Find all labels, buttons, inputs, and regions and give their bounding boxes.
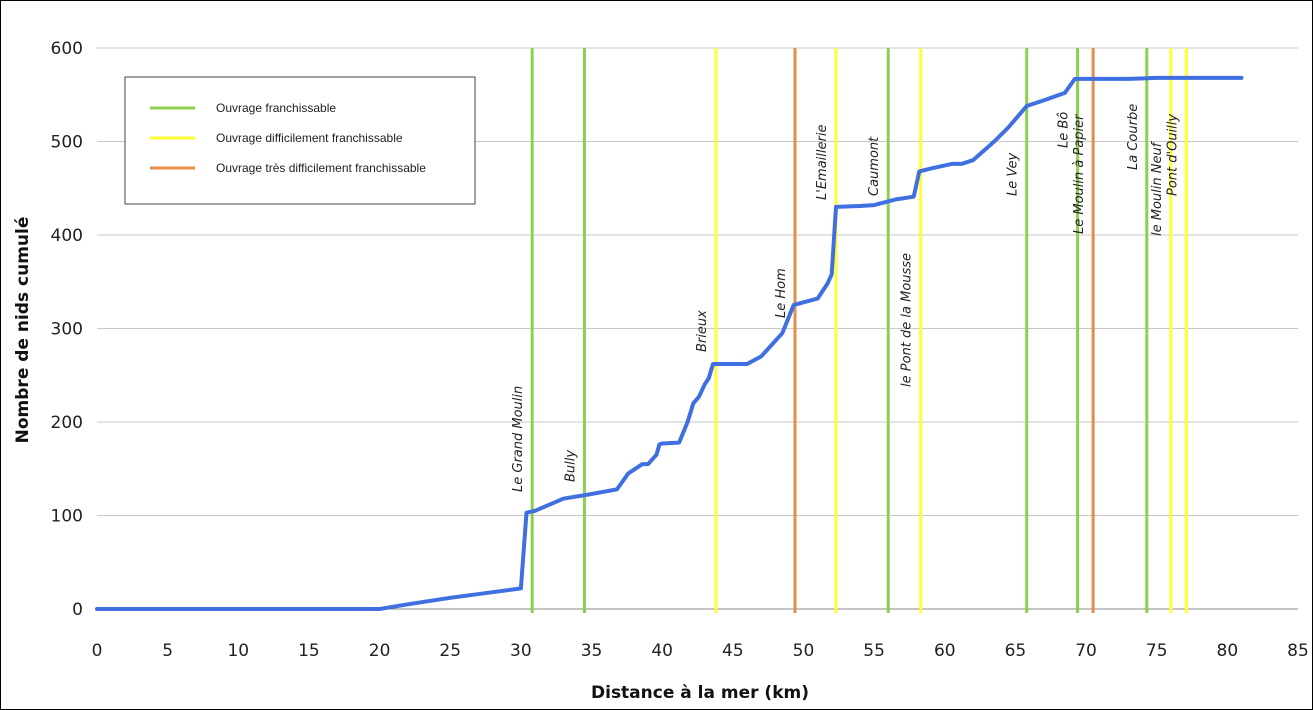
x-tick-label: 80 xyxy=(1217,641,1239,661)
x-tick-label: 15 xyxy=(298,641,320,661)
x-tick-label: 55 xyxy=(863,641,885,661)
x-tick-label: 75 xyxy=(1146,641,1168,661)
y-tick-label: 600 xyxy=(51,39,83,59)
ouvrage-label: Le Vey xyxy=(1006,152,1021,196)
ouvrage-labels: Le Grand Moulin Bully Brieux Le Hom L'Emaill… xyxy=(511,104,1180,492)
x-tick-label: 20 xyxy=(369,641,391,661)
x-tick-label: 60 xyxy=(934,641,956,661)
ouvrage-label: L'Emaillerie xyxy=(815,125,830,200)
y-tick-label: 0 xyxy=(72,600,83,620)
ouvrage-lines xyxy=(530,48,1188,613)
x-axis-title: Distance à la mer (km) xyxy=(591,683,809,703)
x-tick-label: 70 xyxy=(1075,641,1097,661)
ouvrage-label: Caumont xyxy=(867,136,882,196)
y-axis-title: Nombre de nids cumulé xyxy=(13,217,33,444)
ouvrage-label: Le Hom xyxy=(774,268,789,318)
legend-label: Ouvrage difficilement franchissable xyxy=(216,131,403,145)
y-tick-labels: 0 100 200 300 400 500 600 xyxy=(51,39,83,620)
ouvrage-label: le Moulin Neuf xyxy=(1150,140,1165,236)
x-tick-labels: 0 5 10 15 20 25 30 35 40 45 50 55 60 65 70 75 80 85 xyxy=(92,641,1309,661)
x-tick-label: 25 xyxy=(439,641,461,661)
y-tick-label: 400 xyxy=(51,226,83,246)
y-tick-label: 100 xyxy=(51,507,83,527)
y-tick-label: 200 xyxy=(51,413,83,433)
series-group xyxy=(95,75,1244,611)
ouvrage-label: Bully xyxy=(564,450,579,482)
ouvrage-label: Le Bô xyxy=(1057,112,1072,148)
y-tick-label: 500 xyxy=(51,133,83,153)
x-tick-label: 65 xyxy=(1005,641,1027,661)
series-line xyxy=(95,75,1244,611)
x-tick-label: 45 xyxy=(722,641,744,661)
x-tick-label: 50 xyxy=(793,641,815,661)
x-tick-label: 85 xyxy=(1287,641,1309,661)
ouvrage-label: Le Grand Moulin xyxy=(511,386,526,492)
x-tick-label: 35 xyxy=(581,641,603,661)
legend: Ouvrage franchissable Ouvrage difficileme… xyxy=(124,76,476,205)
ouvrage-label: Pont d'Ouilly xyxy=(1165,114,1180,196)
x-tick-label: 5 xyxy=(162,641,173,661)
legend-label: Ouvrage très difficilement franchissable xyxy=(216,161,426,175)
y-tick-label: 300 xyxy=(51,320,83,340)
legend-label: Ouvrage franchissable xyxy=(216,101,336,115)
legend-box xyxy=(124,76,476,205)
ouvrage-label: le Pont de la Mousse xyxy=(900,253,915,387)
ouvrage-label: Brieux xyxy=(695,310,710,352)
ouvrage-label: La Courbe xyxy=(1126,104,1141,170)
ouvrage-label: Le Moulin à Papier xyxy=(1072,113,1087,234)
x-tick-label: 40 xyxy=(651,641,673,661)
x-tick-label: 30 xyxy=(510,641,532,661)
x-tick-label: 10 xyxy=(227,641,249,661)
x-tick-label: 0 xyxy=(92,641,103,661)
